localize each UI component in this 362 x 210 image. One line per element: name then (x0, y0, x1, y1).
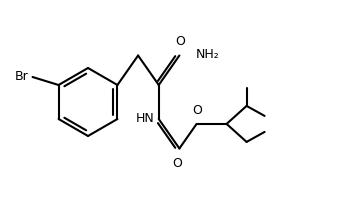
Text: Br: Br (15, 71, 29, 84)
Text: O: O (176, 34, 185, 47)
Text: HN: HN (135, 113, 154, 126)
Text: O: O (193, 104, 202, 117)
Text: O: O (172, 158, 182, 171)
Text: NH₂: NH₂ (195, 48, 219, 61)
